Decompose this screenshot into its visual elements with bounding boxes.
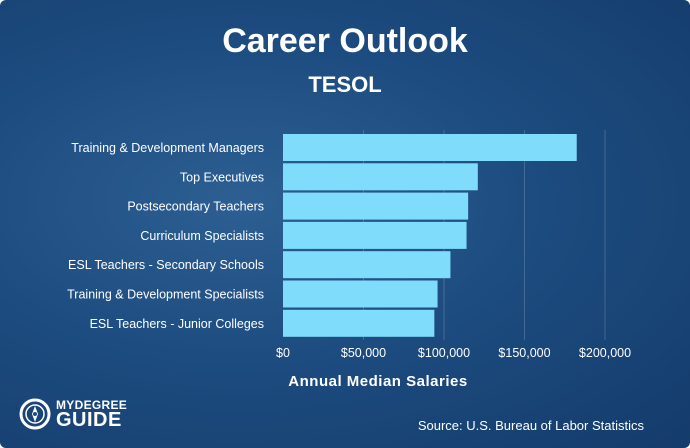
x-tick-label: $150,000 bbox=[498, 346, 550, 360]
bar bbox=[283, 192, 469, 220]
bar bbox=[283, 134, 577, 161]
category-label: ESL Teachers - Junior Colleges bbox=[90, 317, 264, 331]
x-tick-labels: $0 $50,000 $100,000 $150,000 $200,000 bbox=[276, 346, 631, 360]
brand-logo: MYDEGREE GUIDE bbox=[18, 395, 138, 435]
x-tick-label: $0 bbox=[276, 346, 290, 360]
chart-title: Career Outlook bbox=[222, 22, 468, 60]
bar bbox=[283, 280, 438, 308]
bars bbox=[283, 134, 577, 337]
source-note: Source: U.S. Bureau of Labor Statistics bbox=[417, 418, 644, 433]
category-label: Top Executives bbox=[180, 170, 264, 184]
logo-text-top: MYDEGREE bbox=[56, 398, 128, 412]
chart-subtitle: TESOL bbox=[308, 72, 382, 97]
category-label: Training & Development Specialists bbox=[67, 288, 264, 302]
category-labels: Training & Development Managers Top Execu… bbox=[67, 141, 264, 331]
x-tick-label: $50,000 bbox=[341, 346, 386, 360]
x-tick-label: $100,000 bbox=[418, 346, 470, 360]
bar bbox=[283, 309, 435, 337]
category-label: Postsecondary Teachers bbox=[127, 200, 264, 214]
x-tick-label: $200,000 bbox=[579, 346, 631, 360]
compass-icon bbox=[19, 398, 51, 430]
logo-text-bottom: GUIDE bbox=[56, 409, 122, 431]
category-label: ESL Teachers - Secondary Schools bbox=[68, 258, 264, 272]
x-axis-label: Annual Median Salaries bbox=[288, 373, 468, 390]
category-label: Curriculum Specialists bbox=[140, 229, 264, 243]
bar bbox=[283, 163, 478, 191]
category-label: Training & Development Managers bbox=[71, 141, 264, 155]
bar bbox=[283, 251, 451, 279]
bar bbox=[283, 221, 467, 249]
